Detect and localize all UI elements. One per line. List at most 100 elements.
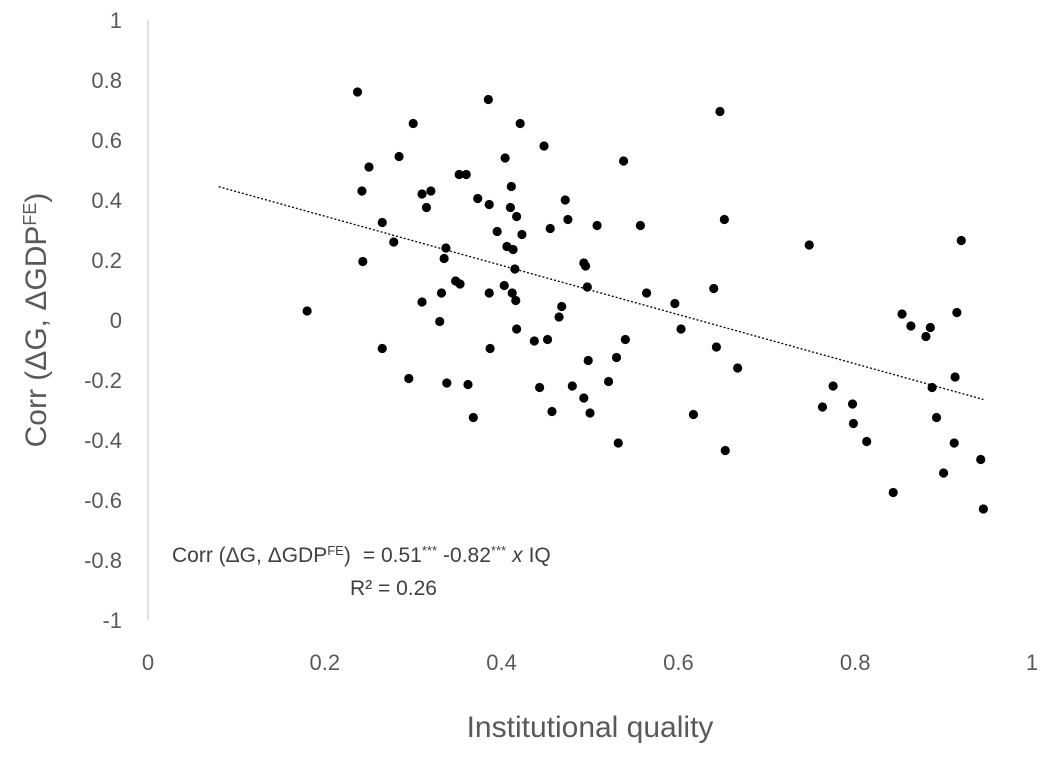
data-point (925, 322, 935, 333)
data-point (492, 226, 502, 237)
data-point (512, 211, 522, 222)
data-point (927, 382, 937, 393)
x-tick-label: 1 (1026, 650, 1038, 675)
y-axis-ticks: -1 -0.8 -0.6 -0.4 -0.2 0 0.2 0.4 0.6 0.8 1 (84, 8, 122, 633)
data-point (436, 288, 447, 298)
equation-coef: -0.82 (443, 544, 491, 567)
data-point (529, 336, 539, 346)
data-point (463, 379, 473, 390)
data-point (862, 436, 872, 447)
y-tick-label: 0.6 (91, 128, 122, 153)
data-point (715, 106, 725, 117)
data-point (720, 445, 730, 456)
data-point (711, 342, 722, 352)
data-point (468, 412, 478, 423)
data-point (417, 189, 427, 199)
data-point (510, 264, 520, 274)
data-point (364, 162, 374, 172)
data-point (377, 217, 387, 228)
data-point (563, 214, 573, 225)
y-tick-label: -1 (102, 608, 122, 633)
data-point (676, 324, 686, 334)
data-point (357, 186, 367, 196)
data-point (906, 321, 916, 331)
equation-equals: = 0.51 (363, 544, 422, 567)
data-point (455, 279, 465, 289)
data-point (484, 288, 494, 298)
data-point (613, 438, 623, 448)
data-point (499, 280, 509, 291)
data-point (592, 220, 602, 231)
data-point (508, 244, 518, 255)
data-point (421, 202, 432, 213)
data-point (585, 408, 595, 418)
data-point (603, 376, 614, 387)
x-tick-label: 0.4 (486, 650, 517, 675)
data-point (435, 316, 445, 327)
data-point (473, 193, 483, 204)
data-point (484, 199, 494, 210)
data-point (921, 331, 931, 342)
data-point (939, 468, 949, 478)
equation-lhs: Corr (ΔG, ΔGDP (172, 544, 327, 567)
data-point (517, 229, 527, 240)
data-point (507, 288, 517, 298)
equation-var: IQ (529, 544, 551, 567)
x-tick-label: 0.6 (663, 650, 694, 675)
data-point (567, 381, 577, 391)
equation-lhs-close: ) (344, 544, 351, 567)
data-point (582, 282, 592, 292)
data-point (897, 309, 907, 319)
data-points (302, 87, 988, 514)
data-point (618, 156, 629, 166)
data-point (505, 202, 516, 213)
data-point (511, 295, 521, 306)
data-point (580, 261, 591, 271)
x-axis-ticks: 0 0.2 0.4 0.6 0.8 1 (142, 650, 1038, 675)
data-point (579, 393, 589, 403)
y-axis-title-main: Corr (ΔG, ΔGDP (20, 226, 53, 448)
y-tick-label: 0 (110, 308, 122, 333)
data-point (454, 169, 464, 180)
data-point (352, 87, 363, 97)
data-point (426, 186, 436, 196)
data-point (635, 220, 645, 231)
r-squared: R² = 0.26 (350, 577, 437, 600)
data-point (583, 355, 593, 366)
data-point (404, 373, 414, 384)
data-point (641, 288, 652, 298)
data-point (888, 487, 898, 498)
data-point (512, 324, 522, 334)
equation-stars-2: *** (491, 543, 506, 558)
y-tick-label: -0.6 (84, 488, 122, 513)
equation-stars-1: *** (422, 543, 437, 558)
data-point (506, 181, 516, 192)
y-axis-title: Corr (ΔG, ΔGDPFE) (20, 193, 53, 448)
data-point (542, 334, 553, 345)
data-point (442, 378, 452, 388)
data-point (719, 214, 729, 225)
y-tick-label: -0.4 (84, 428, 122, 453)
data-point (817, 402, 828, 412)
data-point (539, 141, 549, 151)
y-tick-label: 1 (110, 8, 122, 33)
data-point (931, 412, 942, 423)
y-axis-title-close: ) (20, 193, 53, 203)
data-point (620, 334, 630, 345)
x-axis-title: Institutional quality (467, 711, 714, 744)
data-point (976, 454, 986, 465)
x-tick-label: 0.2 (310, 650, 341, 675)
y-axis-title-sup: FE (20, 203, 40, 226)
data-point (611, 352, 622, 363)
y-tick-label: -0.2 (84, 368, 122, 393)
data-point (483, 94, 493, 105)
data-point (358, 256, 368, 267)
data-point (950, 372, 960, 382)
data-point (956, 235, 966, 246)
data-point (560, 195, 570, 205)
data-point (828, 381, 838, 391)
data-point (515, 118, 525, 129)
equation-lhs-sup: FE (327, 543, 344, 558)
x-tick-label: 0.8 (840, 650, 871, 675)
data-point (554, 312, 564, 322)
